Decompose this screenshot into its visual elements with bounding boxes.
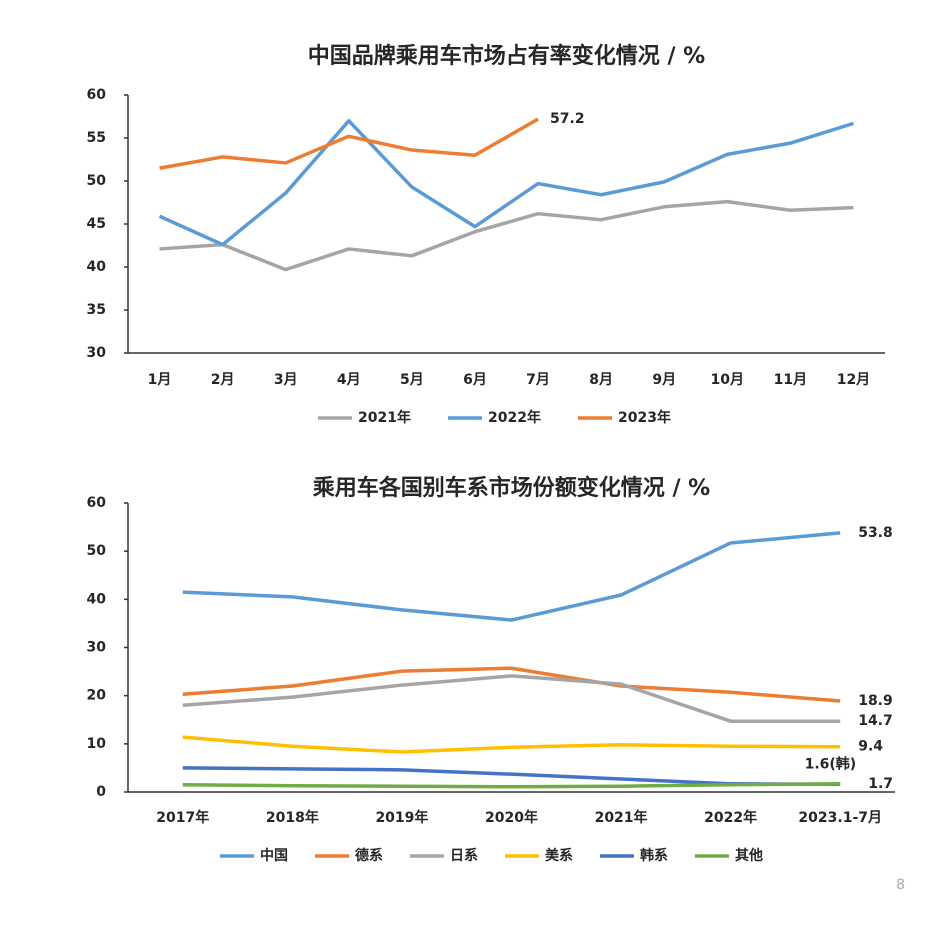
y-tick-label: 50 [87, 543, 107, 559]
x-tick-label: 2017年 [156, 809, 209, 826]
series-line [182, 735, 841, 754]
series-line [159, 199, 854, 272]
y-tick-label: 30 [87, 640, 107, 656]
x-tick-label: 1月 [148, 372, 172, 388]
series-line [182, 666, 841, 703]
x-tick-label: 2019年 [375, 809, 428, 826]
x-tick-label: 12月 [837, 372, 870, 388]
data-label: 53.8 [858, 525, 893, 541]
legend-label: 韩系 [640, 847, 668, 864]
x-tick-label: 10月 [711, 372, 744, 388]
x-tick-label: 9月 [652, 372, 676, 388]
y-tick-label: 20 [87, 688, 107, 704]
x-tick-label: 6月 [463, 372, 487, 388]
legend-label: 其他 [735, 847, 763, 864]
series-line [182, 531, 841, 622]
y-tick-label: 60 [87, 495, 107, 511]
y-tick-label: 40 [87, 259, 107, 275]
x-tick-label: 7月 [526, 372, 550, 388]
series-line [182, 674, 841, 723]
x-tick-label: 2020年 [485, 809, 538, 826]
legend-label: 德系 [355, 847, 383, 864]
series-line [182, 766, 841, 787]
x-tick-label: 5月 [400, 372, 424, 388]
x-tick-label: 2023.1-7月 [798, 810, 882, 826]
x-tick-label: 8月 [589, 372, 613, 388]
y-tick-label: 35 [87, 302, 106, 318]
legend-label: 2022年 [488, 409, 541, 426]
data-label: 57.2 [550, 111, 585, 127]
series-line [182, 782, 841, 789]
x-tick-label: 2021年 [595, 809, 648, 826]
legend-label: 中国 [260, 847, 288, 864]
legend-label: 2021年 [358, 409, 411, 426]
y-tick-label: 40 [87, 591, 107, 607]
legend-label: 2023年 [618, 409, 671, 426]
chart-title: 乘用车各国别车系市场份额变化情况 / % [312, 475, 710, 501]
page-number: 8 [896, 877, 905, 893]
data-label: 14.7 [858, 713, 893, 729]
y-tick-label: 45 [87, 216, 106, 232]
x-tick-label: 11月 [774, 372, 807, 388]
chart-title: 中国品牌乘用车市场占有率变化情况 / % [308, 43, 705, 69]
x-tick-label: 2018年 [266, 809, 319, 826]
x-tick-label: 3月 [274, 372, 298, 388]
x-tick-label: 4月 [337, 372, 361, 388]
y-tick-label: 50 [87, 173, 107, 189]
data-label: 1.7 [868, 776, 893, 792]
y-tick-label: 55 [87, 130, 106, 146]
y-tick-label: 30 [87, 345, 107, 361]
legend-label: 日系 [450, 847, 478, 864]
series-line [159, 117, 539, 170]
y-tick-label: 60 [87, 87, 107, 103]
y-tick-label: 10 [87, 736, 107, 752]
data-label: 1.6(韩) [805, 755, 857, 772]
data-label: 18.9 [858, 693, 893, 709]
data-label: 9.4 [858, 739, 883, 755]
x-tick-label: 2月 [211, 372, 235, 388]
y-tick-label: 0 [96, 784, 106, 800]
x-tick-label: 2022年 [704, 809, 757, 826]
legend-label: 美系 [545, 847, 573, 864]
series-line [158, 119, 854, 247]
